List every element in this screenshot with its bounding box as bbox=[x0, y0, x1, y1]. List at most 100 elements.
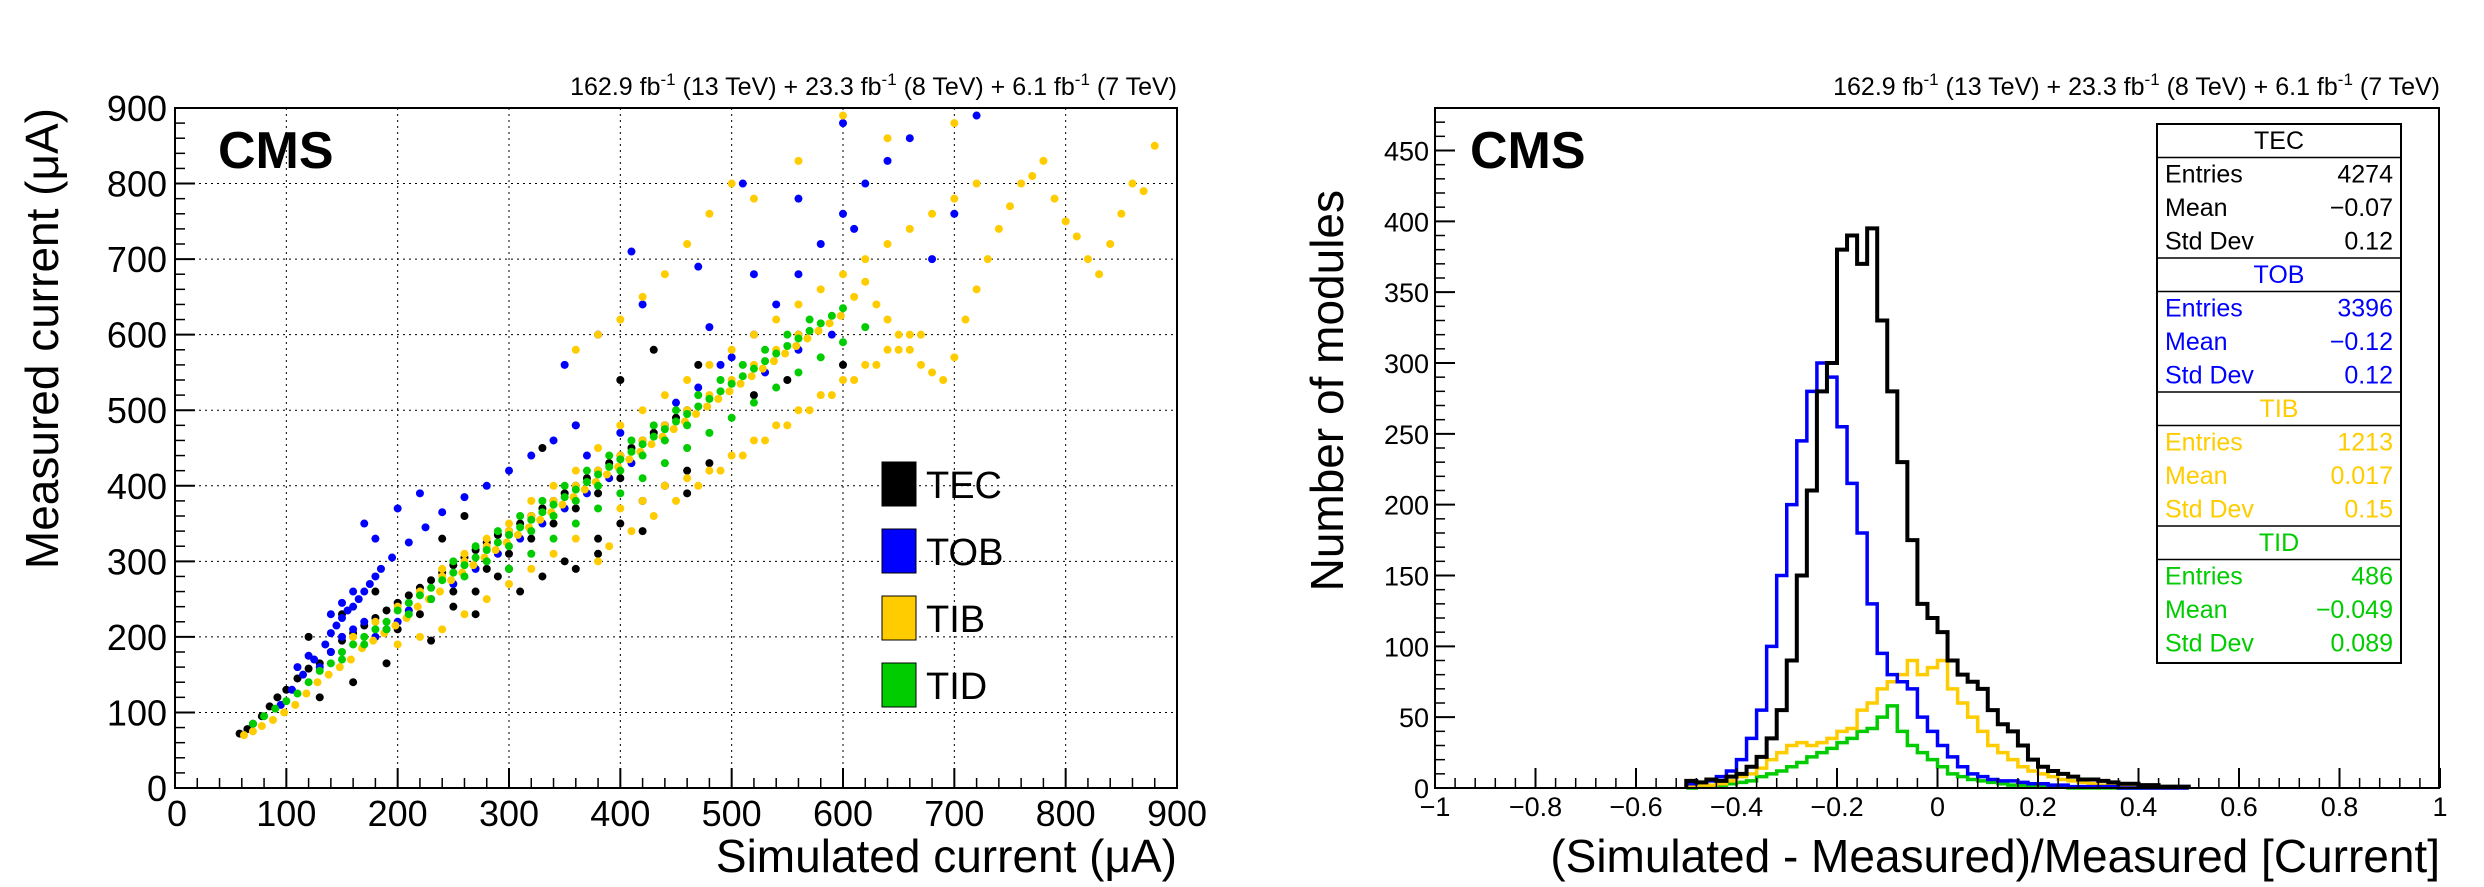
scatter-x-tick-labels: 0 100 200 300 400 500 600 700 800 900 bbox=[167, 793, 1207, 834]
scatter-point-tid bbox=[594, 504, 603, 513]
scatter-point-tib bbox=[905, 330, 914, 339]
stats-label-std_dev: Std Dev bbox=[2165, 362, 2254, 390]
stats-value-std_dev: 0.089 bbox=[2330, 630, 2393, 658]
lumi-tail: (7 TeV) bbox=[2353, 73, 2440, 101]
scatter-point-tob bbox=[293, 663, 302, 672]
scatter-point-tib bbox=[257, 722, 266, 731]
scatter-point-tib bbox=[738, 451, 747, 460]
histogram-luminosity-label: 162.9 fb-1 (13 TeV) + 23.3 fb-1 (8 TeV) … bbox=[1833, 70, 2440, 101]
lumi-superscript: -1 bbox=[660, 70, 675, 89]
scatter-ticks bbox=[174, 107, 1178, 789]
scatter-point-tob bbox=[393, 504, 402, 513]
scatter-point-tib bbox=[527, 496, 536, 505]
scatter-point-tec bbox=[516, 587, 525, 596]
scatter-point-tec bbox=[538, 444, 547, 452]
lumi-tail: (8 TeV) + bbox=[897, 73, 1013, 101]
scatter-point-tob bbox=[321, 640, 330, 649]
scatter-y-tick-label: 0 bbox=[147, 768, 167, 809]
stats-title-tib: TIB bbox=[2260, 395, 2299, 423]
scatter-point-tob bbox=[354, 595, 363, 604]
scatter-point-tib bbox=[536, 515, 545, 524]
scatter-point-tib bbox=[248, 727, 257, 736]
scatter-point-tib bbox=[660, 270, 669, 279]
stats-title-tob: TOB bbox=[2254, 261, 2305, 289]
stats-value-mean: −0.07 bbox=[2330, 194, 2393, 222]
scatter-point-tid bbox=[716, 376, 725, 384]
scatter-point-tib bbox=[638, 292, 647, 301]
scatter-point-tid bbox=[605, 462, 614, 471]
scatter-point-tid bbox=[527, 527, 536, 536]
scatter-point-tib bbox=[391, 621, 400, 630]
scatter-point-tid bbox=[794, 368, 803, 377]
scatter-point-tec bbox=[315, 693, 324, 702]
scatter-point-tib bbox=[649, 512, 658, 520]
scatter-point-tid bbox=[248, 719, 257, 728]
scatter-point-tib bbox=[692, 410, 701, 418]
scatter-point-tib bbox=[861, 277, 870, 286]
scatter-point-tob bbox=[816, 240, 825, 248]
scatter-point-tib bbox=[616, 504, 625, 513]
histogram-y-tick-label: 350 bbox=[1384, 278, 1429, 308]
scatter-point-tib bbox=[781, 349, 790, 358]
scatter-point-tid bbox=[683, 444, 692, 452]
scatter-point-tid bbox=[738, 360, 747, 369]
histogram-x-axis-label: (Simulated - Measured)/Measured [Current… bbox=[1550, 830, 2440, 882]
scatter-point-tib bbox=[594, 557, 603, 566]
histogram-panel: −1 −0.8 −0.6 −0.4 −0.2 0 0.2 0.4 0.6 0.8 1 0 50 100 1… bbox=[1301, 70, 2448, 882]
scatter-point-tec bbox=[683, 489, 692, 498]
scatter-point-tid bbox=[282, 697, 291, 706]
scatter-point-tid bbox=[772, 349, 781, 358]
histogram-stats-box: TEC Entries 4274 Mean −0.07 Std Dev 0.12 TOB Ent… bbox=[2156, 123, 2402, 664]
scatter-point-tid bbox=[271, 704, 280, 713]
scatter-point-tec bbox=[427, 576, 436, 585]
legend-label-tob: TOB bbox=[926, 532, 1003, 574]
scatter-point-tid bbox=[638, 474, 647, 483]
scatter-point-tob bbox=[388, 553, 397, 562]
histogram-y-tick-label: 150 bbox=[1384, 562, 1429, 592]
stats-value-std_dev: 0.12 bbox=[2344, 228, 2393, 256]
scatter-point-tob bbox=[905, 134, 914, 143]
scatter-point-tib bbox=[438, 564, 447, 573]
scatter-point-tib bbox=[883, 240, 892, 248]
scatter-point-tib bbox=[505, 519, 513, 528]
scatter-point-tid bbox=[672, 417, 680, 426]
scatter-point-tid bbox=[783, 330, 792, 339]
stats-value-entries: 486 bbox=[2351, 563, 2393, 591]
scatter-point-tib bbox=[683, 240, 692, 248]
scatter-point-tob bbox=[527, 451, 536, 460]
scatter-y-tick-label: 400 bbox=[107, 466, 167, 507]
scatter-point-tib bbox=[894, 345, 903, 354]
scatter-point-tib bbox=[758, 364, 767, 373]
scatter-point-tid bbox=[304, 678, 313, 687]
stats-label-mean: Mean bbox=[2165, 328, 2228, 356]
scatter-point-tec bbox=[594, 549, 603, 558]
scatter-point-tec bbox=[705, 459, 714, 468]
scatter-point-tid bbox=[694, 391, 703, 400]
scatter-point-tib bbox=[983, 255, 992, 264]
scatter-point-tib bbox=[335, 663, 344, 672]
scatter-point-tib bbox=[1072, 232, 1081, 241]
scatter-panel: 0 100 200 300 400 500 600 700 800 900 0 100 200 300 4… bbox=[16, 70, 1207, 882]
histogram-x-tick-label: −1 bbox=[1420, 792, 1451, 822]
scatter-point-tid bbox=[338, 648, 346, 656]
scatter-point-tib bbox=[872, 300, 881, 309]
stats-value-entries: 3396 bbox=[2337, 295, 2393, 323]
scatter-y-axis-label: Measured current (μA) bbox=[16, 108, 68, 569]
stats-label-std_dev: Std Dev bbox=[2165, 228, 2254, 256]
lumi-superscript: -1 bbox=[2145, 70, 2160, 89]
scatter-point-tid bbox=[839, 304, 847, 313]
scatter-point-tib bbox=[803, 334, 812, 343]
scatter-point-tid bbox=[749, 398, 758, 407]
scatter-point-tec bbox=[527, 534, 536, 543]
scatter-point-tec bbox=[449, 587, 458, 596]
stats-title-tid: TID bbox=[2259, 529, 2299, 557]
scatter-point-tib bbox=[1083, 255, 1092, 264]
scatter-point-tib bbox=[783, 421, 792, 430]
scatter-point-tib bbox=[883, 134, 892, 143]
scatter-point-tid bbox=[660, 425, 669, 434]
scatter-point-tid bbox=[649, 421, 658, 430]
scatter-point-tob bbox=[326, 610, 335, 619]
scatter-point-tob bbox=[883, 156, 892, 165]
scatter-point-tib bbox=[602, 470, 611, 479]
scatter-point-tid bbox=[382, 617, 391, 626]
